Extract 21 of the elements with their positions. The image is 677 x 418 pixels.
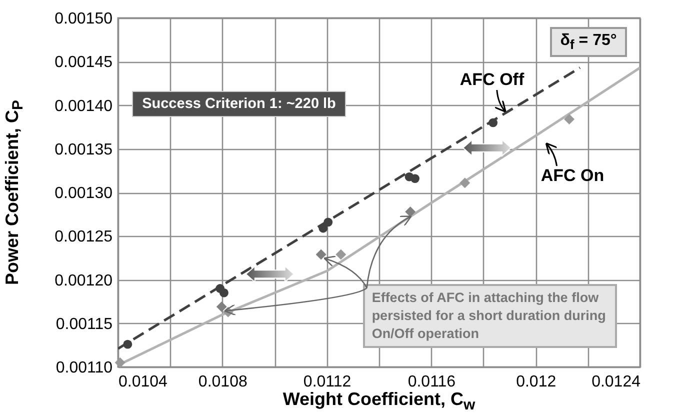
x-tick-label: 0.0108 — [198, 374, 248, 390]
x-axis-title: Weight Coefficient, C$_{w}$ — [282, 389, 476, 414]
y-tick-label: 0.00110 — [56, 360, 113, 376]
annotation: AFC On — [540, 166, 604, 186]
x-tick-label: 0.012 — [516, 374, 556, 390]
annotation: Effects of AFC in attaching the flow persisted for a short duration during On/Off operation — [362, 284, 617, 348]
annotation: AFC Off — [460, 70, 524, 90]
y-tick-label: 0.00135 — [54, 141, 113, 158]
y-tick-label: 0.00115 — [56, 316, 113, 333]
x-tick-label: 0.0124 — [592, 374, 641, 390]
y-tick-label: 0.00145 — [54, 54, 113, 72]
annotation: δ$_{f}$ = 75° — [550, 27, 627, 58]
annotation: Success Criterion 1: ~220 lb — [132, 90, 346, 117]
x-tick-label: 0.0104 — [118, 374, 168, 390]
x-tick-label: 0.0116 — [408, 374, 456, 390]
y-tick-label: 0.00125 — [54, 228, 113, 246]
y-tick-label: 0.00130 — [54, 185, 113, 202]
y-tick-label: 0.00140 — [54, 98, 113, 115]
y-tick-label: 0.00150 — [54, 10, 113, 28]
y-tick-label: 0.00120 — [54, 272, 113, 290]
x-tick-label: 0.0112 — [303, 374, 352, 390]
